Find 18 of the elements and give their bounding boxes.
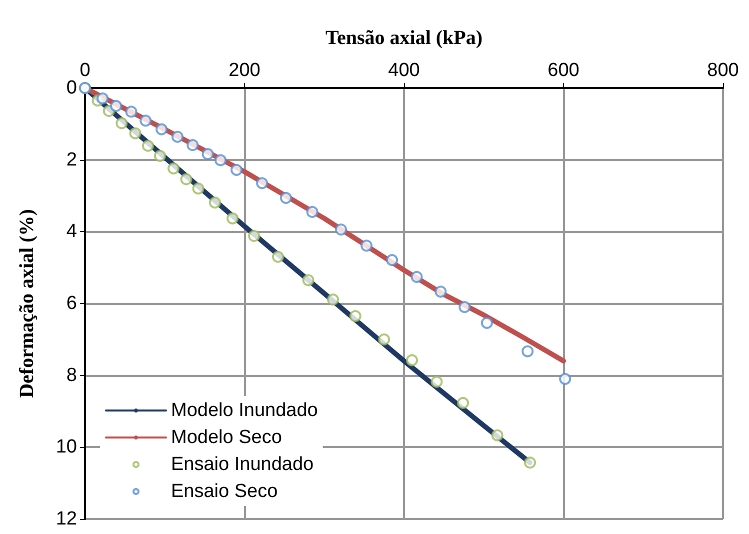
y-tick-label: 12 [56,508,77,530]
y-tick-label: 2 [66,149,77,170]
x-tick-label: 800 [707,60,739,81]
x-tick-label: 200 [228,60,260,81]
y-tick-label: 6 [66,293,77,314]
x-tick-label: 0 [80,60,90,81]
y-axis-title: Deformação axial (%) [16,209,38,398]
x-tick-label: 400 [388,60,420,81]
legend-label: Modelo Inundado [171,400,318,421]
y-tick-label: 0 [66,78,77,98]
legend-label: Ensaio Inundado [171,454,314,475]
y-tick-label: 10 [56,436,77,458]
x-axis-title: Tensão axial (kPa) [325,27,483,49]
legend-label: Modelo Seco [171,427,282,448]
legend-label: Ensaio Seco [171,481,278,502]
y-tick-label: 8 [66,364,77,386]
x-tick-label: 600 [548,60,580,81]
y-tick-label: 4 [66,221,78,242]
